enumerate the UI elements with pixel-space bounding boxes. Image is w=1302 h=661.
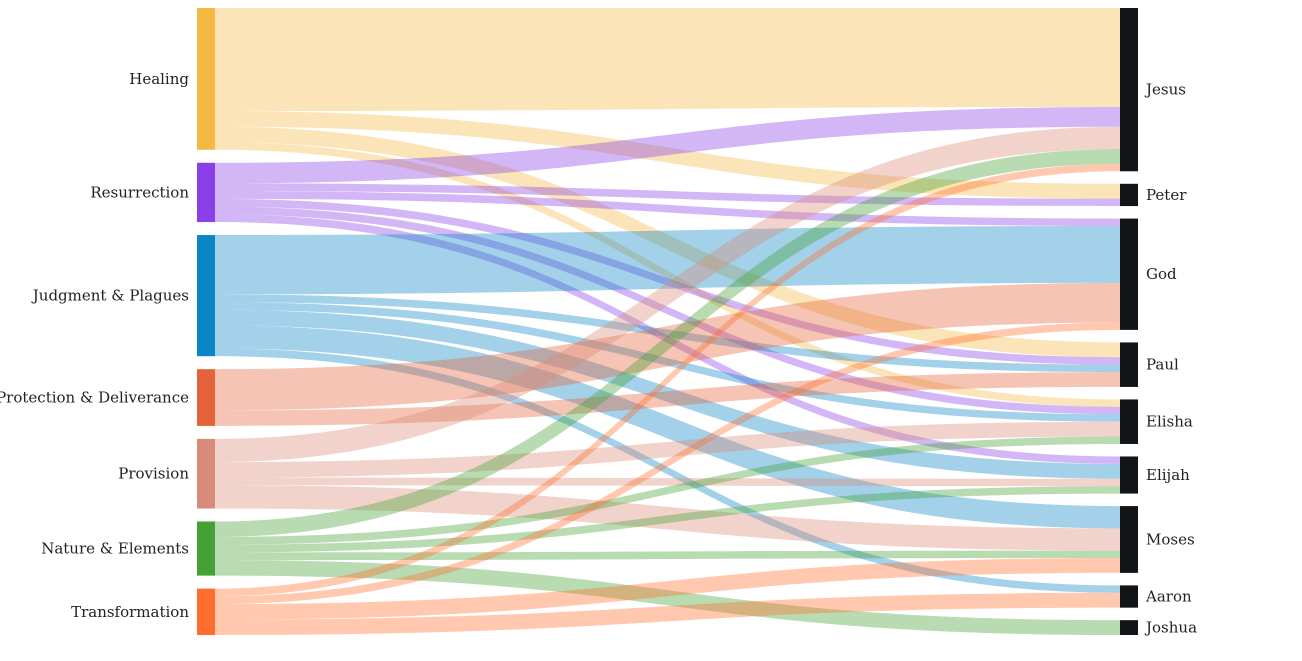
node-label-elijah: Elijah <box>1146 466 1190 484</box>
link-resurrection-to-god[interactable] <box>215 191 1120 226</box>
link-provision-to-jesus[interactable] <box>215 126 1120 463</box>
link-nature-and-elements-to-joshua[interactable] <box>215 560 1120 635</box>
link-transformation-to-moses[interactable] <box>215 558 1120 620</box>
link-healing-to-elisha[interactable] <box>215 142 1120 407</box>
link-resurrection-to-jesus[interactable] <box>215 106 1120 184</box>
label-layer: Healing Resurrection Judgment & Plagues Pro… <box>0 70 1197 637</box>
node-provision[interactable] <box>197 438 215 509</box>
link-judgment-and-plagues-to-elijah[interactable] <box>215 309 1120 479</box>
node-jesus[interactable] <box>1120 8 1138 172</box>
node-label-jesus: Jesus <box>1144 81 1186 99</box>
node-label-elisha: Elisha <box>1146 413 1193 431</box>
link-transformation-to-god[interactable] <box>215 322 1120 605</box>
node-label-paul: Paul <box>1146 356 1179 374</box>
link-resurrection-to-elisha[interactable] <box>215 206 1120 415</box>
link-judgment-and-plagues-to-aaron[interactable] <box>215 348 1120 593</box>
node-god[interactable] <box>1120 218 1138 330</box>
node-resurrection[interactable] <box>197 162 215 223</box>
node-label-peter: Peter <box>1146 186 1187 204</box>
link-layer <box>215 8 1120 635</box>
link-protection-and-deliverance-to-paul[interactable] <box>215 372 1120 426</box>
node-label-provision: Provision <box>118 465 189 483</box>
link-judgment-and-plagues-to-god[interactable] <box>215 225 1120 295</box>
link-protection-and-deliverance-to-god[interactable] <box>215 282 1120 411</box>
link-nature-and-elements-to-moses[interactable] <box>215 550 1120 561</box>
link-resurrection-to-elijah[interactable] <box>215 214 1120 464</box>
link-healing-to-paul[interactable] <box>215 126 1120 358</box>
link-transformation-to-jesus[interactable] <box>215 163 1120 597</box>
node-label-healing: Healing <box>129 70 189 88</box>
node-elisha[interactable] <box>1120 399 1138 444</box>
node-aaron[interactable] <box>1120 585 1138 608</box>
link-nature-and-elements-to-jesus[interactable] <box>215 149 1120 537</box>
node-label-aaron: Aaron <box>1145 588 1192 606</box>
node-label-judgment-and-plagues: Judgment & Plagues <box>31 287 189 305</box>
node-judgment-and-plagues[interactable] <box>197 235 215 357</box>
node-label-god: God <box>1146 265 1177 283</box>
node-moses[interactable] <box>1120 506 1138 573</box>
node-elijah[interactable] <box>1120 456 1138 494</box>
link-resurrection-to-peter[interactable] <box>215 183 1120 207</box>
link-resurrection-to-paul[interactable] <box>215 198 1120 365</box>
link-provision-to-elijah[interactable] <box>215 477 1120 487</box>
node-nature-and-elements[interactable] <box>197 521 215 576</box>
node-label-joshua: Joshua <box>1144 619 1197 637</box>
link-nature-and-elements-to-elisha[interactable] <box>215 436 1120 545</box>
node-paul[interactable] <box>1120 342 1138 387</box>
node-joshua[interactable] <box>1120 620 1138 635</box>
link-provision-to-elisha[interactable] <box>215 421 1120 478</box>
node-layer <box>197 8 1138 635</box>
node-label-protection-and-deliverance: Protection & Deliverance <box>0 389 189 407</box>
link-nature-and-elements-to-elijah[interactable] <box>215 486 1120 553</box>
node-healing[interactable] <box>197 8 215 150</box>
link-healing-to-jesus[interactable] <box>215 8 1120 112</box>
node-label-transformation: Transformation <box>71 603 189 621</box>
node-label-moses: Moses <box>1146 530 1195 548</box>
node-peter[interactable] <box>1120 183 1138 207</box>
link-judgment-and-plagues-to-elisha[interactable] <box>215 302 1120 422</box>
link-judgment-and-plagues-to-paul[interactable] <box>215 294 1120 373</box>
node-protection-and-deliverance[interactable] <box>197 369 215 426</box>
link-healing-to-peter[interactable] <box>215 111 1120 199</box>
node-label-nature-and-elements: Nature & Elements <box>41 540 189 558</box>
node-transformation[interactable] <box>197 588 215 635</box>
link-judgment-and-plagues-to-moses[interactable] <box>215 325 1120 529</box>
link-provision-to-moses[interactable] <box>215 485 1120 551</box>
node-label-resurrection: Resurrection <box>90 183 189 201</box>
link-transformation-to-aaron[interactable] <box>215 592 1120 635</box>
